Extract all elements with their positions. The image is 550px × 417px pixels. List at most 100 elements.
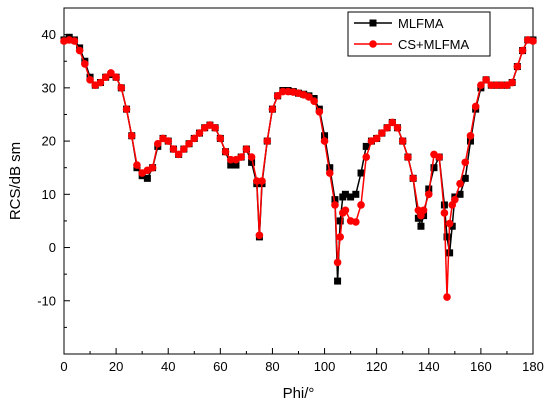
data-point <box>253 177 261 185</box>
data-point <box>279 87 287 96</box>
data-point <box>477 81 485 89</box>
data-point <box>529 37 537 45</box>
data-point <box>258 177 266 185</box>
data-point <box>211 123 219 132</box>
y-tick-label: 40 <box>42 27 56 42</box>
data-point <box>341 206 350 215</box>
data-point <box>357 201 365 209</box>
data-point <box>456 179 464 188</box>
data-point <box>419 206 428 215</box>
data-point <box>117 84 126 92</box>
data-point <box>255 231 264 240</box>
x-axis-label: Phi/° <box>283 385 315 402</box>
y-tick-label: 10 <box>42 187 56 202</box>
series-line <box>63 36 533 282</box>
data-point <box>221 147 230 156</box>
data-point <box>352 190 360 198</box>
data-point <box>518 46 527 55</box>
data-point <box>101 73 110 81</box>
data-point <box>334 277 342 285</box>
data-point <box>466 137 474 145</box>
data-point <box>112 73 120 81</box>
x-tick-label: 100 <box>314 359 336 374</box>
data-point <box>508 78 516 87</box>
x-tick-label: 180 <box>522 359 544 374</box>
data-point <box>180 145 188 153</box>
data-point <box>404 153 412 161</box>
data-point <box>247 153 256 161</box>
data-point <box>237 153 245 161</box>
data-point <box>417 222 425 230</box>
data-point <box>492 81 501 89</box>
data-point <box>393 123 402 132</box>
data-point <box>133 161 141 169</box>
legend-marker <box>369 40 377 48</box>
data-point <box>446 249 454 257</box>
data-point <box>451 195 459 204</box>
data-point <box>310 97 318 105</box>
data-point <box>487 81 496 89</box>
data-point <box>461 174 469 182</box>
data-point <box>248 158 256 166</box>
data-point <box>471 102 480 111</box>
data-point <box>226 155 235 164</box>
data-point <box>440 209 449 217</box>
data-point <box>164 137 173 145</box>
x-tick-label: 140 <box>418 359 440 374</box>
data-point <box>325 169 334 177</box>
data-point <box>341 190 349 198</box>
data-point <box>424 190 433 199</box>
legend-box <box>347 11 491 57</box>
data-point <box>169 145 178 153</box>
data-point <box>232 161 240 169</box>
x-tick-label: 20 <box>109 359 123 374</box>
y-tick-label: 0 <box>49 240 56 255</box>
data-point <box>331 201 339 209</box>
data-point <box>333 258 342 267</box>
data-point <box>482 76 490 84</box>
data-point <box>75 46 84 55</box>
legend-label: MLFMA <box>398 16 444 31</box>
x-axis-ticks: 0 20 40 60 80 100 120 140 160 180 <box>60 348 544 374</box>
data-point <box>321 132 329 140</box>
data-point <box>461 158 470 167</box>
data-point <box>195 129 204 137</box>
data-point <box>513 62 522 71</box>
data-point <box>174 150 183 159</box>
data-point <box>435 153 444 161</box>
data-point <box>86 76 94 84</box>
data-point <box>362 142 370 150</box>
data-point <box>497 81 506 89</box>
y-tick-label: 20 <box>42 134 56 149</box>
x-tick-label: 120 <box>366 359 388 374</box>
data-point <box>443 293 451 301</box>
data-point <box>443 233 451 241</box>
x-tick-label: 160 <box>470 359 492 374</box>
data-point <box>305 93 313 101</box>
legend-marker <box>369 19 377 27</box>
x-tick-label: 60 <box>213 359 227 374</box>
data-point <box>154 139 162 148</box>
data-point <box>388 118 397 127</box>
data-point <box>185 139 193 148</box>
data-point <box>331 196 339 204</box>
data-point <box>336 233 344 241</box>
data-point <box>122 105 131 113</box>
x-tick-label: 0 <box>60 359 67 374</box>
data-point <box>347 193 355 201</box>
data-point <box>143 174 151 182</box>
data-point <box>96 78 105 87</box>
data-point <box>466 131 475 140</box>
data-point <box>372 134 381 143</box>
data-point <box>320 137 329 145</box>
data-point <box>107 69 115 77</box>
series-cs-mlfma <box>60 36 537 301</box>
data-point <box>430 164 438 172</box>
data-point <box>227 161 235 169</box>
data-point <box>362 153 371 161</box>
data-point <box>445 219 454 228</box>
data-point <box>378 129 386 137</box>
legend: MLFMA CS+MLFMA <box>347 11 491 57</box>
data-point <box>190 134 199 143</box>
